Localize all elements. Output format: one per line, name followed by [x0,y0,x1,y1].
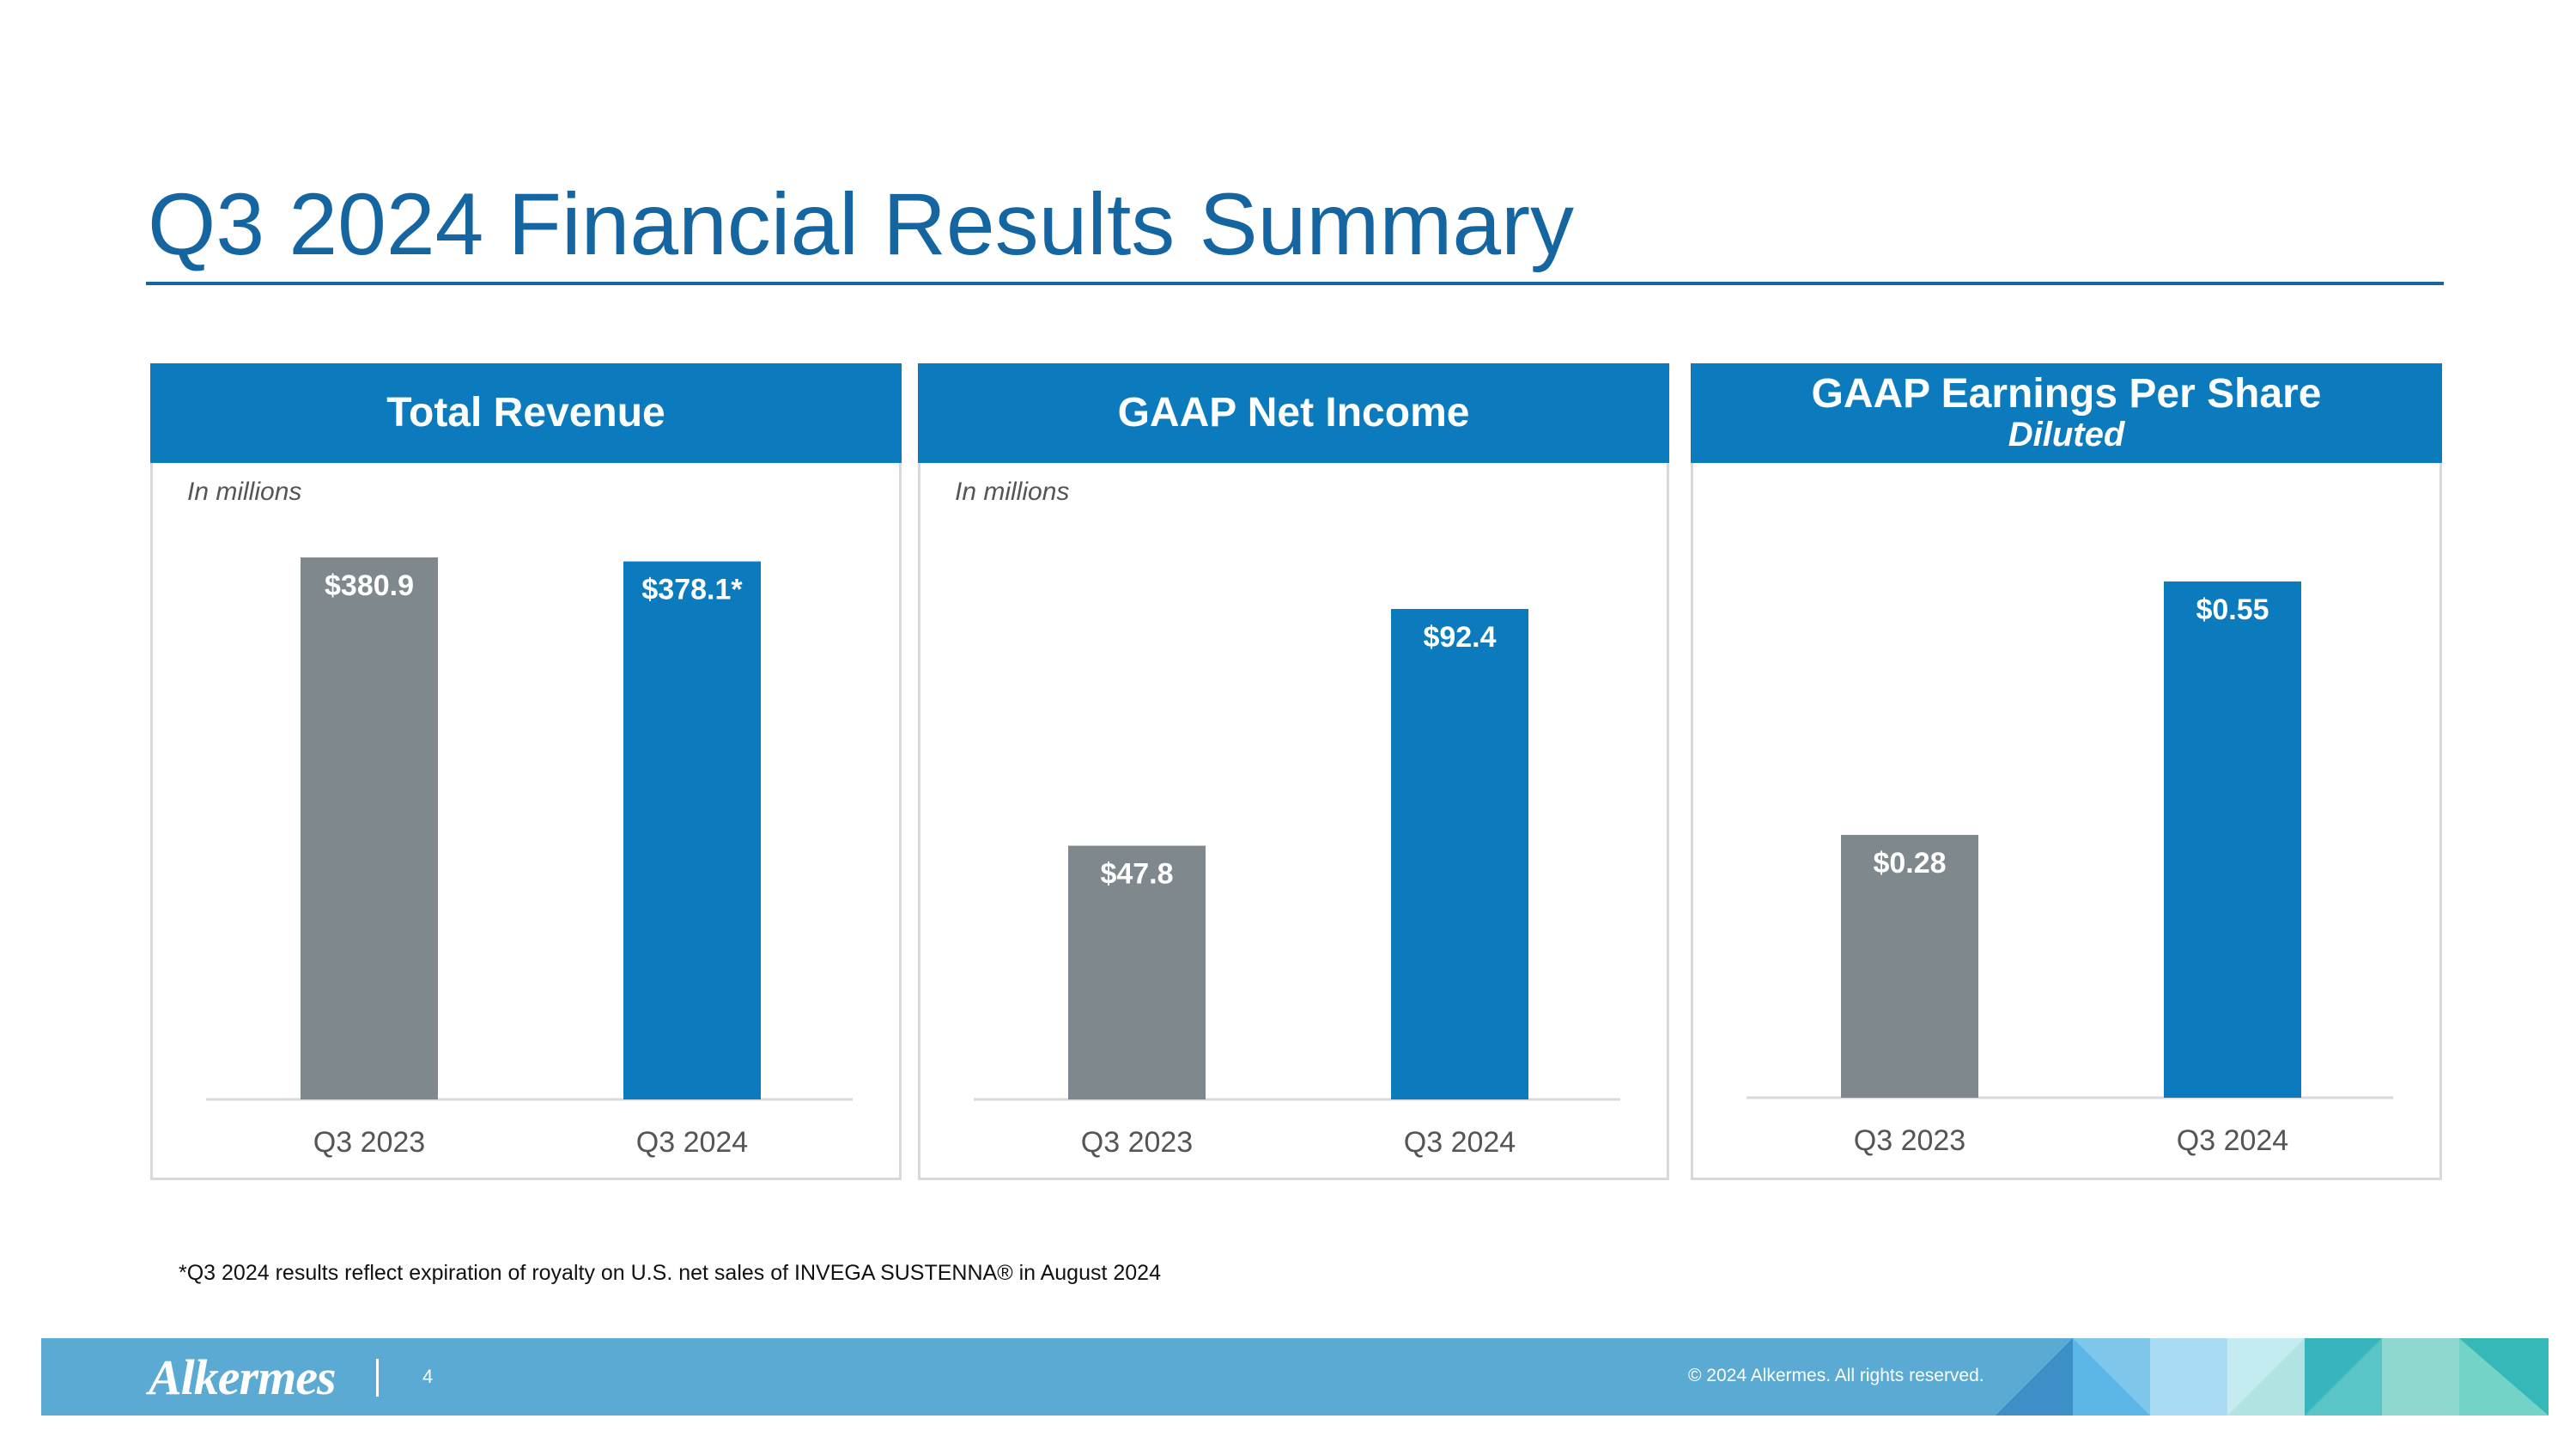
bar-q3-2023 [1068,845,1206,1099]
panel-header: GAAP Earnings Per Share Diluted [1691,363,2442,463]
panel-gaap-net-income: GAAP Net Income In millions $47.8 Q3 2023… [918,363,1669,1180]
decorative-triangles-icon [1996,1338,2549,1416]
page-title: Q3 2024 Financial Results Summary [148,175,1575,273]
panel-title: GAAP Earnings Per Share [1811,370,2322,417]
bar-value-label: $0.28 [1873,847,1946,880]
footer-divider [376,1359,379,1397]
total-revenue-chart: $380.9 Q3 2023 $378.1* Q3 2024 [206,557,853,1159]
bar-q3-2024 [623,561,761,1099]
bar-value-label: $380.9 [325,569,414,602]
bar-value-label: $92.4 [1423,621,1496,654]
panel-gaap-eps: GAAP Earnings Per Share Diluted $0.28 Q3 … [1691,363,2442,1180]
bar-q3-2024 [2164,581,2301,1098]
bar-q3-2023 [1841,835,1978,1098]
bar-value-label: $47.8 [1100,858,1173,891]
bar-q3-2024 [1391,609,1528,1099]
gaap-eps-chart: $0.28 Q3 2023 $0.55 Q3 2024 [1747,581,2393,1157]
title-divider [146,282,2444,285]
panel-title: GAAP Net Income [1117,389,1470,435]
bar-q3-2023 [301,557,438,1099]
bar-value-label: $0.55 [2196,594,2269,626]
footer-bar: Alkermes 4 © 2024 Alkermes. All rights r… [41,1338,2549,1416]
units-label: In millions [955,478,1070,506]
panel-total-revenue: Total Revenue In millions $380.9 Q3 2023 $… [150,363,902,1180]
copyright: © 2024 Alkermes. All rights reserved. [1688,1366,1984,1385]
bar-value-label: $378.1* [641,574,743,606]
alkermes-logo: Alkermes [149,1349,337,1405]
panel-header: GAAP Net Income [918,363,1669,463]
page-number: 4 [422,1366,434,1387]
panel-title: Total Revenue [386,389,665,435]
x-tick-label: Q3 2023 [313,1126,425,1159]
gaap-net-income-chart: $47.8 Q3 2023 $92.4 Q3 2024 [974,609,1620,1159]
x-tick-label: Q3 2024 [1404,1126,1516,1159]
x-tick-label: Q3 2023 [1854,1124,1965,1157]
x-tick-label: Q3 2024 [2177,1124,2288,1157]
x-tick-label: Q3 2023 [1081,1126,1193,1159]
x-tick-label: Q3 2024 [636,1126,748,1159]
footnote: *Q3 2024 results reflect expiration of r… [179,1261,1161,1285]
panel-subtitle: Diluted [2008,416,2125,454]
panel-header: Total Revenue [150,363,902,463]
units-label: In millions [187,478,302,506]
